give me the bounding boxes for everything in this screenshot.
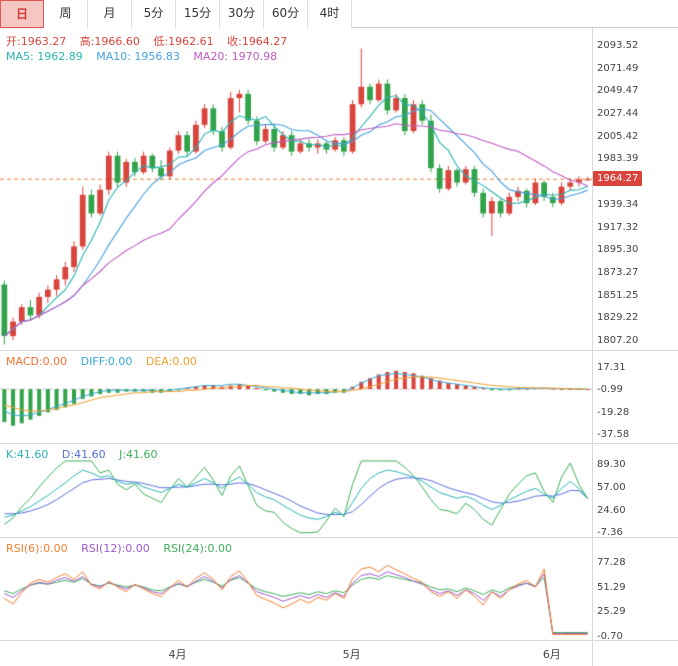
ma-readout: MA5: 1962.89 MA10: 1956.83 MA20: 1970.98	[6, 50, 287, 63]
y-axis-tick: 89.30	[597, 459, 626, 470]
y-axis-tick: 2005.42	[597, 130, 639, 142]
d-value-label: D:41.60	[61, 448, 106, 461]
axis-divider	[592, 28, 593, 666]
y-axis-tick: 57.00	[597, 481, 626, 493]
x-axis-month-label: 5月	[342, 648, 361, 661]
y-axis-tick: 24.60	[597, 504, 626, 516]
y-axis-tick: 2093.52	[597, 40, 639, 51]
timeframe-tab-5[interactable]: 15分	[176, 0, 220, 28]
timeframe-tab-1[interactable]: 日	[0, 0, 44, 28]
rsi12-value-label: RSI(12):0.00	[81, 542, 150, 555]
high-value: 高:1966.60	[79, 35, 140, 48]
timeframe-tab-2[interactable]: 周	[44, 0, 88, 28]
diff-value-label: DIFF:0.00	[80, 355, 133, 368]
y-axis-tick: -19.28	[597, 406, 630, 418]
j-value-label: J:41.60	[119, 448, 158, 461]
current-price-tag: 1964.27	[593, 171, 643, 187]
y-axis-tick: 1917.32	[597, 221, 639, 233]
candlestick-chart-canvas[interactable]	[0, 28, 592, 350]
y-axis-tick: 77.28	[597, 557, 626, 568]
kdj-chart-canvas[interactable]	[0, 444, 592, 537]
ma20-value-label: MA20: 1970.98	[193, 50, 278, 63]
rsi24-value-label: RSI(24):0.00	[163, 542, 232, 555]
timeframe-tab-6[interactable]: 30分	[220, 0, 264, 28]
y-axis-tick: 2071.49	[597, 62, 639, 74]
y-axis-tick: -0.99	[597, 384, 623, 396]
k-value-label: K:41.60	[6, 448, 49, 461]
dea-value-label: DEA:0.00	[145, 355, 197, 368]
y-axis-tick: 2027.44	[597, 108, 639, 120]
y-axis-tick: 1851.25	[597, 289, 639, 301]
y-axis-tick: 17.31	[597, 362, 626, 373]
timeframe-tab-4[interactable]: 5分	[132, 0, 176, 28]
main-chart-panel: 开:1963.27 高:1966.60 低:1962.61 收:1964.27 …	[0, 28, 678, 350]
x-axis-strip: 4月 5月 6月	[0, 641, 678, 666]
macd-readout: MACD:0.00 DIFF:0.00 DEA:0.00	[6, 355, 207, 368]
low-value: 低:1962.61	[153, 35, 214, 48]
timeframe-tab-8[interactable]: 4时	[308, 0, 352, 28]
ohlc-readout: 开:1963.27 高:1966.60 低:1962.61 收:1964.27	[6, 33, 297, 49]
y-axis-tick: -7.36	[597, 527, 623, 538]
macd-chart-canvas[interactable]	[0, 351, 592, 443]
macd-value-label: MACD:0.00	[6, 355, 68, 368]
panel-divider	[0, 640, 678, 641]
y-axis-tick: 1873.27	[597, 266, 639, 278]
rsi-chart-canvas[interactable]	[0, 538, 592, 640]
close-value: 收:1964.27	[227, 35, 288, 48]
open-value: 开:1963.27	[6, 35, 67, 48]
ma10-value-label: MA10: 1956.83	[96, 50, 180, 63]
panel-divider	[0, 443, 678, 444]
kdj-panel: K:41.60 D:41.60 J:41.60 89.30 57.00 24.60 -…	[0, 444, 678, 538]
y-axis-tick: 2049.47	[597, 85, 639, 97]
ma5-value-label: MA5: 1962.89	[6, 50, 83, 63]
x-axis-month-label: 4月	[168, 648, 187, 661]
y-axis-tick: 1807.20	[597, 335, 639, 346]
y-axis-tick: 1939.34	[597, 198, 639, 210]
kdj-readout: K:41.60 D:41.60 J:41.60	[6, 448, 168, 461]
y-axis-tick: 1829.22	[597, 312, 639, 324]
rsi-readout: RSI(6):0.00 RSI(12):0.00 RSI(24):0.00	[6, 542, 242, 555]
panel-divider	[0, 537, 678, 538]
timeframe-toolbar: 日周月 5分 15分 30分 60分 4时	[0, 0, 678, 28]
timeframe-tab-3[interactable]: 月	[88, 0, 132, 28]
timeframe-tab-7[interactable]: 60分	[264, 0, 308, 28]
y-axis-tick: -0.70	[597, 631, 623, 642]
rsi-panel: RSI(6):0.00 RSI(12):0.00 RSI(24):0.00 77…	[0, 538, 678, 642]
x-axis-month-label: 6月	[542, 648, 561, 661]
rsi6-value-label: RSI(6):0.00	[6, 542, 68, 555]
y-axis-tick: 1895.30	[597, 244, 639, 256]
y-axis-tick: 51.29	[597, 581, 626, 593]
panel-divider	[0, 350, 678, 351]
y-axis-tick: 25.29	[597, 606, 626, 618]
macd-panel: MACD:0.00 DIFF:0.00 DEA:0.00 17.31 -0.99 -…	[0, 351, 678, 443]
y-axis-tick: -37.58	[597, 429, 630, 440]
y-axis-tick: 1983.39	[597, 153, 639, 165]
